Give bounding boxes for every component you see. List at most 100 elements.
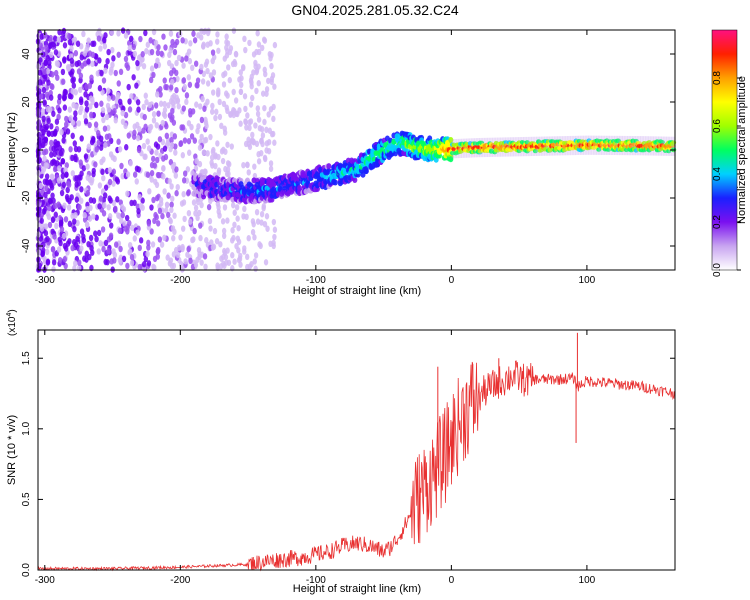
heatmap-cell — [174, 59, 179, 67]
heatmap-cell — [152, 255, 158, 263]
heatmap-cell — [260, 90, 266, 97]
heatmap-cell — [248, 101, 254, 108]
heatmap-cell — [85, 163, 90, 170]
heatmap-cell — [649, 136, 653, 156]
heatmap-cell — [117, 146, 123, 153]
heatmap-cell — [192, 137, 198, 144]
heatmap-cell — [78, 108, 83, 116]
heatmap-cell — [59, 226, 65, 233]
heatmap-cell — [130, 224, 135, 232]
heatmap-cell — [47, 59, 52, 67]
heatmap-cell — [260, 140, 265, 148]
heatmap-cell — [125, 190, 130, 197]
heatmap-cell — [210, 57, 215, 65]
heatmap-cell — [198, 234, 203, 242]
heatmap-cell — [65, 128, 71, 135]
heatmap-cell — [58, 219, 64, 227]
heatmap-cell — [149, 204, 154, 211]
heatmap-cell — [106, 236, 112, 243]
heatmap-cell — [129, 259, 135, 267]
heatmap-cell — [56, 98, 62, 105]
heatmap-cell — [62, 242, 68, 250]
heatmap-cell — [242, 35, 247, 43]
heatmap-cell — [37, 79, 43, 86]
heatmap-cell — [154, 91, 160, 98]
heatmap-cell — [108, 197, 113, 204]
heatmap-cell — [166, 192, 171, 199]
heatmap-cell — [488, 137, 492, 157]
heatmap-cell — [61, 232, 67, 240]
heatmap-cell — [96, 35, 102, 42]
y-tick-label: -40 — [21, 238, 32, 253]
heatmap-cell — [56, 246, 62, 253]
heatmap-cell — [67, 106, 73, 113]
heatmap-cell — [47, 106, 53, 113]
heatmap-cell — [161, 173, 166, 180]
heatmap-cell — [106, 48, 111, 56]
heatmap-cell — [167, 216, 173, 224]
heatmap-cell — [36, 266, 42, 273]
heatmap-cell — [199, 259, 204, 266]
heatmap-cell — [143, 153, 148, 160]
heatmap-cell — [181, 177, 187, 184]
heatmap-cell — [262, 104, 267, 112]
heatmap-cell — [67, 39, 73, 46]
heatmap-cell — [106, 106, 112, 113]
heatmap-cell — [184, 92, 190, 99]
heatmap-cell — [262, 118, 267, 126]
heatmap-cell — [553, 136, 557, 156]
heatmap-cell — [216, 87, 221, 94]
snr-panel: -300 -200 -100 0 100 0.0 0.5 1.0 1.5 Height of … — [6, 309, 676, 595]
heatmap-cell — [76, 68, 82, 75]
heatmap-cell — [221, 81, 227, 88]
heatmap-cell — [136, 207, 141, 215]
heatmap-cell — [98, 45, 103, 52]
heatmap-cell — [116, 138, 121, 145]
heatmap-cell — [44, 173, 50, 180]
heatmap-cell — [86, 37, 91, 44]
heatmap-cell — [59, 128, 64, 136]
heatmap-cell — [113, 117, 118, 124]
heatmap-cell — [257, 241, 262, 248]
heatmap-cell — [39, 217, 44, 224]
heatmap-cell — [60, 172, 65, 180]
heatmap-cell — [138, 237, 144, 244]
heatmap-cell — [138, 202, 144, 210]
heatmap-cell — [54, 222, 59, 230]
heatmap-cell — [136, 106, 141, 113]
heatmap-cell — [190, 64, 195, 72]
heatmap-cell — [271, 218, 277, 226]
heatmap-cell — [256, 48, 262, 56]
colorbar-tick-label: 0.6 — [712, 119, 723, 133]
heatmap-cell — [54, 60, 60, 67]
heatmap-cell — [158, 91, 163, 98]
heatmap-cell — [101, 116, 106, 124]
heatmap-cell — [207, 217, 213, 225]
heatmap-cell — [119, 162, 124, 170]
heatmap-cell — [125, 262, 130, 270]
heatmap-cell — [197, 250, 202, 258]
heatmap-cell — [171, 119, 177, 126]
heatmap-cell — [46, 213, 52, 220]
heatmap-cell — [72, 218, 77, 225]
heatmap-cell — [64, 171, 69, 178]
heatmap-cell — [249, 260, 254, 268]
heatmap-cell — [188, 257, 193, 265]
heatmap-cell — [186, 209, 192, 217]
heatmap-cell — [82, 255, 87, 262]
heatmap-cell — [46, 117, 51, 125]
heatmap-cell — [42, 99, 47, 106]
heatmap-cell — [73, 50, 79, 57]
heatmap-cell — [170, 195, 175, 202]
heatmap-cell — [179, 261, 184, 268]
heatmap-cell — [263, 259, 269, 266]
heatmap-cell — [107, 213, 113, 220]
heatmap-cell — [49, 123, 54, 130]
heatmap-cell — [252, 258, 257, 265]
heatmap-cell — [153, 178, 158, 185]
heatmap-cell — [132, 171, 138, 178]
heatmap-cell — [155, 156, 160, 164]
heatmap-cell — [145, 138, 150, 145]
heatmap-cell — [122, 220, 127, 227]
heatmap-cell — [259, 219, 264, 226]
